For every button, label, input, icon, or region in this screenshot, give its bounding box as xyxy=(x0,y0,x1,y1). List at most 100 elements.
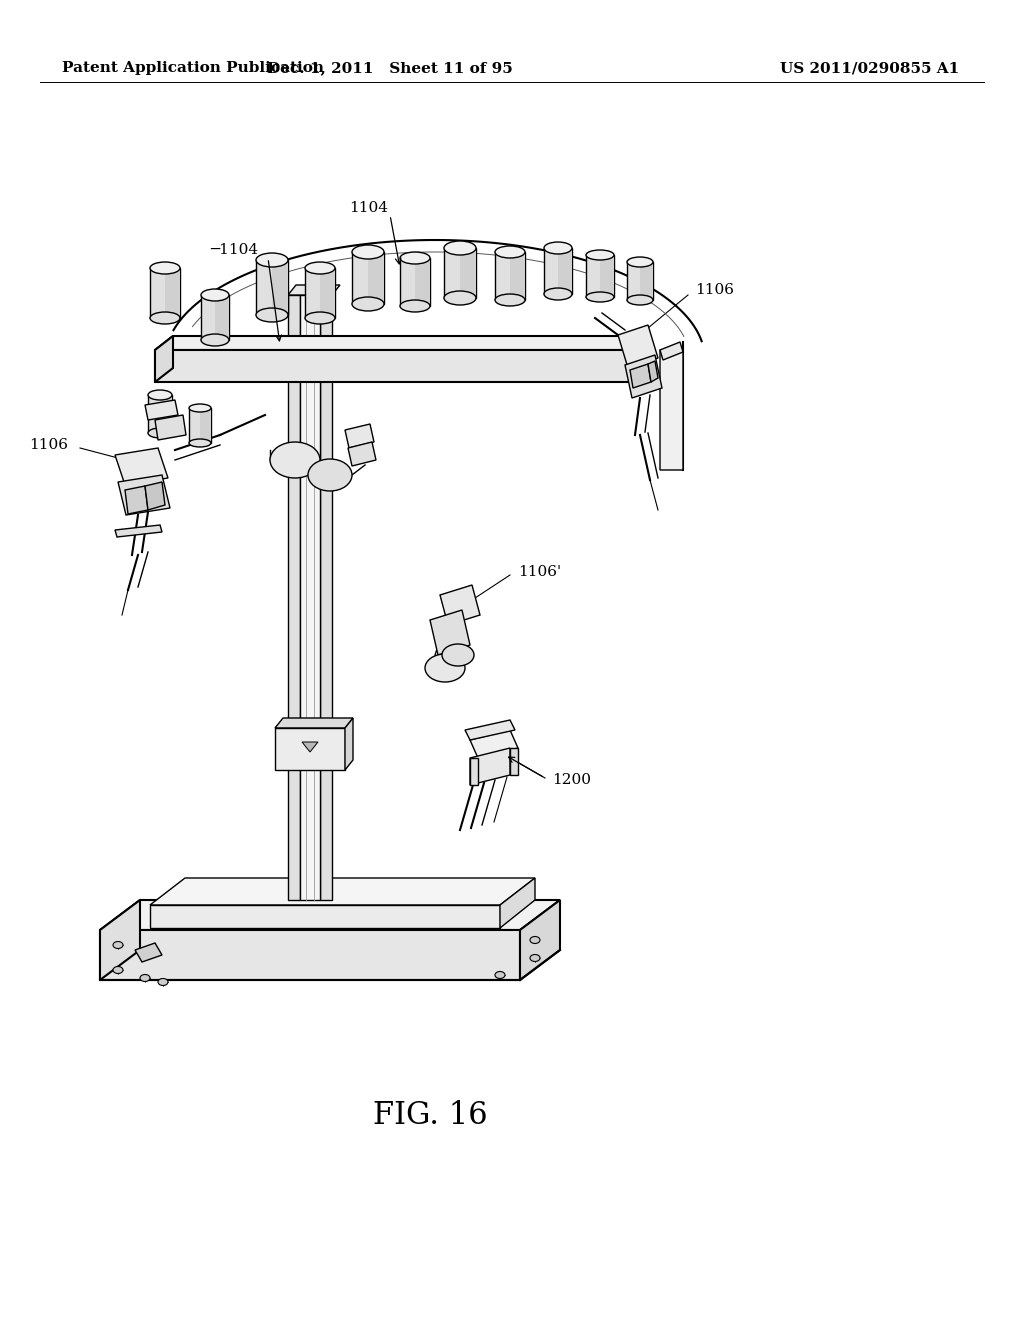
Polygon shape xyxy=(400,257,430,306)
Text: FIG. 16: FIG. 16 xyxy=(373,1100,487,1130)
Polygon shape xyxy=(319,268,335,318)
Ellipse shape xyxy=(140,974,150,982)
Polygon shape xyxy=(148,395,172,433)
Polygon shape xyxy=(288,294,300,900)
Ellipse shape xyxy=(113,966,123,974)
Polygon shape xyxy=(145,482,165,510)
Polygon shape xyxy=(520,900,560,979)
Polygon shape xyxy=(544,248,572,294)
Ellipse shape xyxy=(148,389,172,400)
Polygon shape xyxy=(640,261,653,300)
Ellipse shape xyxy=(308,459,352,491)
Polygon shape xyxy=(201,294,229,341)
Ellipse shape xyxy=(530,954,540,961)
Ellipse shape xyxy=(305,261,335,275)
Polygon shape xyxy=(319,294,332,900)
Polygon shape xyxy=(100,931,520,979)
Polygon shape xyxy=(510,748,518,775)
Ellipse shape xyxy=(352,246,384,259)
Ellipse shape xyxy=(270,442,319,478)
Ellipse shape xyxy=(495,294,525,306)
Ellipse shape xyxy=(530,936,540,944)
Polygon shape xyxy=(275,718,353,729)
Text: 1200: 1200 xyxy=(552,774,591,787)
Ellipse shape xyxy=(586,249,614,260)
Ellipse shape xyxy=(444,290,476,305)
Polygon shape xyxy=(618,325,658,368)
Polygon shape xyxy=(125,486,148,513)
Ellipse shape xyxy=(495,972,505,978)
Polygon shape xyxy=(430,610,470,655)
Ellipse shape xyxy=(150,261,180,275)
Polygon shape xyxy=(189,408,211,444)
Ellipse shape xyxy=(425,653,465,682)
Ellipse shape xyxy=(201,289,229,301)
Polygon shape xyxy=(275,729,345,770)
Text: Dec. 1, 2011   Sheet 11 of 95: Dec. 1, 2011 Sheet 11 of 95 xyxy=(267,61,513,75)
Polygon shape xyxy=(352,252,384,304)
Text: ─1104: ─1104 xyxy=(210,243,258,257)
Polygon shape xyxy=(630,364,651,388)
Ellipse shape xyxy=(627,294,653,305)
Text: 1106: 1106 xyxy=(695,282,734,297)
Polygon shape xyxy=(495,252,525,300)
Text: 1106: 1106 xyxy=(29,438,68,451)
Text: Patent Application Publication: Patent Application Publication xyxy=(62,61,324,75)
Polygon shape xyxy=(510,252,525,300)
Ellipse shape xyxy=(495,246,525,257)
Polygon shape xyxy=(660,342,683,360)
Polygon shape xyxy=(470,730,518,758)
Polygon shape xyxy=(627,261,653,300)
Ellipse shape xyxy=(158,978,168,986)
Polygon shape xyxy=(155,350,630,381)
Polygon shape xyxy=(305,268,335,318)
Ellipse shape xyxy=(586,292,614,302)
Polygon shape xyxy=(135,942,162,962)
Polygon shape xyxy=(558,248,572,294)
Ellipse shape xyxy=(444,242,476,255)
Polygon shape xyxy=(440,585,480,624)
Polygon shape xyxy=(155,414,186,440)
Polygon shape xyxy=(444,248,476,298)
Polygon shape xyxy=(150,906,500,928)
Polygon shape xyxy=(302,742,318,752)
Polygon shape xyxy=(660,350,683,470)
Polygon shape xyxy=(586,255,614,297)
Ellipse shape xyxy=(201,334,229,346)
Ellipse shape xyxy=(544,242,572,253)
Ellipse shape xyxy=(148,428,172,438)
Ellipse shape xyxy=(189,404,211,412)
Polygon shape xyxy=(118,475,170,515)
Polygon shape xyxy=(368,252,384,304)
Polygon shape xyxy=(150,268,180,318)
Ellipse shape xyxy=(150,312,180,323)
Ellipse shape xyxy=(256,253,288,267)
Polygon shape xyxy=(256,260,288,315)
Polygon shape xyxy=(470,758,478,785)
Polygon shape xyxy=(625,355,662,399)
Ellipse shape xyxy=(627,257,653,267)
Polygon shape xyxy=(345,424,374,447)
Polygon shape xyxy=(345,718,353,770)
Polygon shape xyxy=(630,337,648,381)
Polygon shape xyxy=(215,294,229,341)
Polygon shape xyxy=(460,248,476,298)
Polygon shape xyxy=(115,447,168,484)
Polygon shape xyxy=(348,442,376,466)
Polygon shape xyxy=(160,395,172,433)
Text: US 2011/0290855 A1: US 2011/0290855 A1 xyxy=(780,61,959,75)
Ellipse shape xyxy=(352,297,384,312)
Ellipse shape xyxy=(442,644,474,667)
Polygon shape xyxy=(145,400,178,420)
Text: 1104: 1104 xyxy=(349,201,388,215)
Polygon shape xyxy=(288,285,340,294)
Polygon shape xyxy=(600,255,614,297)
Polygon shape xyxy=(300,294,319,900)
Ellipse shape xyxy=(305,312,335,323)
Ellipse shape xyxy=(256,308,288,322)
Ellipse shape xyxy=(544,288,572,300)
Ellipse shape xyxy=(400,300,430,312)
Ellipse shape xyxy=(400,252,430,264)
Polygon shape xyxy=(415,257,430,306)
Polygon shape xyxy=(165,268,180,318)
